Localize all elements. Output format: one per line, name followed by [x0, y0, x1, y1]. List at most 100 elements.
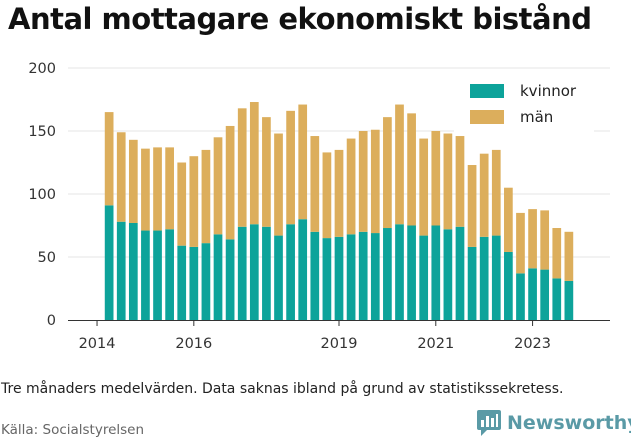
- bar-man: [467, 165, 477, 247]
- bar-kvinnor: [201, 243, 211, 320]
- bar-kvinnor: [552, 278, 562, 320]
- bar-kvinnor: [116, 221, 126, 320]
- bar-kvinnor: [528, 268, 537, 320]
- bar-man: [455, 136, 465, 227]
- bar-kvinnor: [177, 245, 187, 320]
- bar-kvinnor: [564, 280, 574, 320]
- bar-man: [237, 108, 247, 227]
- bar-man: [419, 138, 429, 236]
- bar-man: [274, 133, 283, 236]
- bar-man: [564, 231, 574, 281]
- bar-man: [431, 131, 441, 226]
- y-tick-label: 50: [38, 250, 56, 266]
- legend-label-kvinnor: kvinnor: [520, 82, 577, 100]
- bar-man: [262, 117, 271, 227]
- bar-chart-speech-bubble-icon: [477, 410, 501, 436]
- bar-man: [383, 117, 392, 229]
- bar-kvinnor: [407, 225, 416, 320]
- bar-man: [516, 212, 525, 274]
- bar-kvinnor: [322, 238, 332, 320]
- bar-kvinnor: [104, 205, 114, 320]
- x-axis: [68, 320, 610, 326]
- bar-man: [491, 149, 501, 236]
- bar-man: [310, 136, 320, 232]
- bar-man: [395, 104, 404, 225]
- bar-man: [189, 156, 199, 247]
- y-axis-tick-labels: 0 50 100 150 200: [28, 61, 56, 329]
- x-tick-label: 2021: [417, 336, 454, 352]
- bar-kvinnor: [540, 269, 550, 320]
- page-title: Antal mottagare ekonomiskt bistånd: [8, 2, 592, 36]
- bar-man: [346, 138, 356, 235]
- legend: kvinnor män: [454, 72, 594, 132]
- x-axis-tick-labels: 2014 2016 2019 2021 2023: [79, 336, 551, 352]
- bar-man: [552, 228, 562, 279]
- logo-text: Newsworthy: [507, 412, 631, 434]
- bar-kvinnor: [358, 231, 368, 320]
- legend-swatch-man: [470, 110, 504, 124]
- bar-kvinnor: [213, 234, 223, 320]
- bar-man: [407, 113, 416, 226]
- bar-kvinnor: [262, 226, 271, 320]
- x-tick-label: 2023: [514, 336, 551, 352]
- bar-kvinnor: [310, 231, 320, 320]
- bar-man: [141, 148, 150, 231]
- bar-kvinnor: [467, 246, 477, 320]
- bar-kvinnor: [443, 229, 453, 320]
- bar-man: [334, 149, 344, 237]
- bar-kvinnor: [249, 224, 259, 320]
- bar-kvinnor: [128, 222, 138, 320]
- chart: 0 50 100 150 200 2014 2016 2019 2021 2023 kvinno…: [28, 61, 610, 352]
- bar-man: [358, 131, 368, 232]
- newsworthy-logo[interactable]: Newsworthy: [476, 408, 631, 438]
- bar-kvinnor: [274, 235, 283, 320]
- bar-man: [540, 210, 550, 270]
- bar-man: [213, 137, 223, 235]
- bar-man: [201, 149, 211, 244]
- bar-man: [479, 153, 489, 237]
- bar-kvinnor: [237, 226, 247, 320]
- bar-kvinnor: [419, 235, 429, 320]
- bar-kvinnor: [334, 236, 344, 320]
- bar-kvinnor: [479, 236, 489, 320]
- bar-kvinnor: [504, 251, 513, 320]
- bar-kvinnor: [383, 228, 392, 320]
- bar-kvinnor: [516, 273, 525, 320]
- bar-kvinnor: [346, 234, 356, 320]
- bar-kvinnor: [431, 225, 441, 320]
- bar-man: [225, 125, 235, 240]
- footnote: Tre månaders medelvärden. Data saknas ib…: [1, 381, 564, 397]
- bar-kvinnor: [141, 230, 150, 320]
- bar-man: [370, 129, 380, 234]
- x-tick-label: 2016: [175, 336, 212, 352]
- bar-kvinnor: [491, 235, 501, 320]
- bar-kvinnor: [286, 224, 295, 320]
- bar-man: [153, 147, 162, 231]
- bar-kvinnor: [298, 219, 308, 320]
- x-tick-label: 2019: [321, 336, 358, 352]
- bar-man: [443, 133, 453, 230]
- y-tick-label: 0: [47, 313, 56, 329]
- bars: [104, 102, 574, 320]
- bar-man: [128, 139, 138, 223]
- y-tick-label: 100: [28, 187, 56, 203]
- bar-man: [116, 132, 126, 222]
- bar-man: [528, 209, 537, 269]
- bar-kvinnor: [153, 230, 162, 320]
- bar-man: [104, 112, 114, 206]
- bar-kvinnor: [395, 224, 404, 320]
- bar-kvinnor: [165, 229, 174, 320]
- bar-man: [504, 187, 513, 252]
- bar-man: [298, 104, 308, 220]
- y-tick-label: 200: [28, 61, 56, 77]
- source-credit: Källa: Socialstyrelsen: [1, 422, 145, 438]
- bar-man: [286, 110, 295, 225]
- bar-man: [165, 147, 174, 230]
- bar-man: [249, 102, 259, 225]
- bar-kvinnor: [189, 246, 199, 320]
- bar-man: [177, 162, 187, 246]
- bar-man: [322, 152, 332, 239]
- y-tick-label: 150: [28, 124, 56, 140]
- legend-label-man: män: [520, 108, 553, 126]
- bar-kvinnor: [370, 233, 380, 320]
